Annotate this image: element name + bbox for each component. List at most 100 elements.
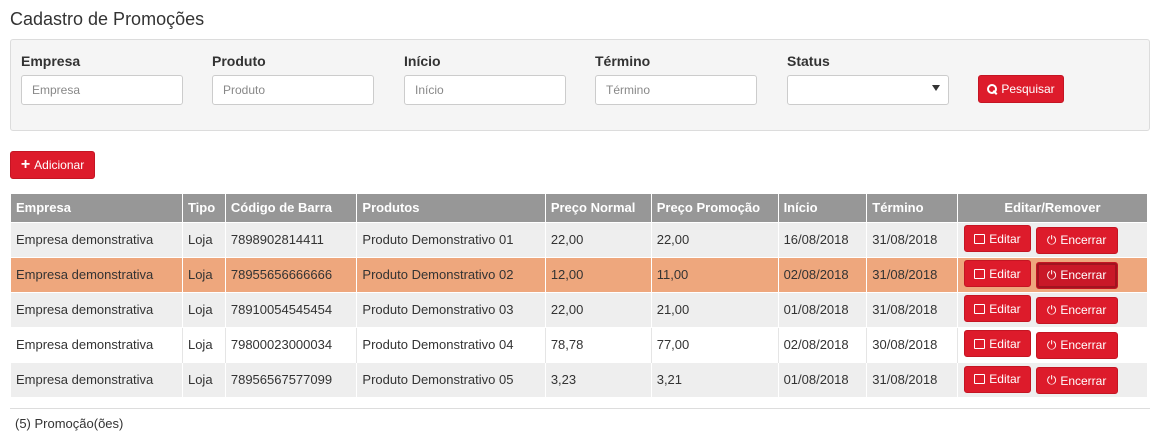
search-button-label: Pesquisar: [1001, 82, 1055, 96]
filter-produto: Produto: [212, 53, 374, 105]
table-row[interactable]: Empresa demonstrativa Loja 79800023000034 P…: [11, 326, 1147, 362]
cell-actions: Editar ⏻ Encerrar: [957, 326, 1147, 362]
filter-empresa: Empresa: [21, 53, 183, 105]
end-button-label: Encerrar: [1060, 373, 1107, 388]
edit-icon: [974, 303, 986, 314]
status-select[interactable]: [787, 75, 949, 105]
end-button[interactable]: ⏻ Encerrar: [1035, 226, 1118, 254]
cell-codigo: 79800023000034: [225, 326, 358, 362]
edit-button-label: Editar: [989, 336, 1021, 351]
power-icon: ⏻: [1046, 373, 1057, 387]
cell-termino: 30/08/2018: [866, 326, 958, 362]
cell-preco-promocao: 77,00: [651, 326, 779, 362]
cell-actions: Editar ⏻ Encerrar: [957, 361, 1147, 397]
edit-icon: [974, 233, 986, 244]
edit-button-label: Editar: [989, 266, 1021, 281]
edit-button[interactable]: Editar: [963, 260, 1031, 288]
cell-empresa: Empresa demonstrativa: [11, 221, 183, 257]
cell-empresa: Empresa demonstrativa: [11, 256, 183, 292]
cell-termino: 31/08/2018: [866, 291, 958, 327]
cell-inicio: 16/08/2018: [778, 221, 868, 257]
empresa-input[interactable]: [21, 75, 183, 105]
result-count: (5) Promoção(ões): [15, 416, 124, 431]
cell-tipo: Loja: [182, 291, 226, 327]
end-button[interactable]: ⏻ Encerrar: [1035, 261, 1118, 289]
status-label: Status: [787, 53, 830, 69]
end-button-label: Encerrar: [1060, 338, 1107, 353]
filter-status: Status: [787, 53, 949, 105]
col-codigo[interactable]: Código de Barra: [225, 194, 358, 222]
cell-preco-promocao: 21,00: [651, 291, 779, 327]
edit-button-label: Editar: [989, 372, 1021, 386]
cell-preco-normal: 78,78: [545, 326, 652, 362]
edit-button[interactable]: Editar: [963, 225, 1031, 253]
edit-button[interactable]: Editar: [963, 295, 1031, 323]
cell-inicio: 01/08/2018: [778, 361, 868, 397]
cell-tipo: Loja: [182, 326, 226, 362]
search-button[interactable]: Pesquisar: [978, 75, 1064, 103]
table-row[interactable]: Empresa demonstrativa Loja 78910054545454 P…: [11, 291, 1147, 327]
inicio-input[interactable]: [404, 75, 566, 105]
empresa-label: Empresa: [21, 53, 81, 69]
filter-panel: Empresa Produto Início Término Status Pe…: [10, 39, 1150, 131]
add-button[interactable]: + Adicionar: [10, 151, 95, 179]
cell-termino: 31/08/2018: [866, 221, 958, 257]
power-icon: ⏻: [1046, 232, 1057, 247]
end-button-label: Encerrar: [1060, 268, 1107, 283]
cell-inicio: 02/08/2018: [778, 256, 868, 292]
cell-preco-normal: 12,00: [545, 256, 652, 292]
col-inicio[interactable]: Início: [778, 194, 868, 222]
end-button-label: Encerrar: [1060, 303, 1107, 318]
promotions-table: Empresa Tipo Código de Barra Produtos Pr…: [11, 194, 1147, 397]
table-row[interactable]: Empresa demonstrativa Loja 78955656666666 P…: [11, 256, 1147, 292]
produto-input[interactable]: [212, 75, 374, 105]
divider: [10, 408, 1150, 409]
end-button[interactable]: ⏻ Encerrar: [1035, 367, 1118, 394]
termino-label: Término: [595, 53, 651, 69]
edit-button[interactable]: Editar: [963, 330, 1031, 358]
add-button-label: Adicionar: [34, 158, 85, 172]
end-button-label: Encerrar: [1060, 233, 1107, 248]
cell-codigo: 78955656666666: [225, 256, 358, 292]
cell-codigo: 78910054545454: [225, 291, 358, 327]
edit-icon: [974, 338, 986, 349]
cell-produto: Produto Demonstrativo 04: [356, 326, 546, 362]
power-icon: ⏻: [1046, 337, 1057, 352]
cell-actions: Editar ⏻ Encerrar: [957, 221, 1147, 257]
produto-label: Produto: [212, 53, 266, 69]
col-produtos[interactable]: Produtos: [356, 194, 546, 222]
cell-codigo: 78956567577099: [225, 361, 358, 397]
cell-tipo: Loja: [182, 361, 226, 397]
cell-preco-normal: 3,23: [545, 361, 652, 397]
col-empresa[interactable]: Empresa: [11, 194, 183, 222]
termino-input[interactable]: [595, 75, 757, 105]
col-termino[interactable]: Término: [866, 194, 958, 222]
chevron-down-icon: [932, 85, 940, 91]
col-preco-promocao[interactable]: Preço Promoção: [651, 194, 779, 222]
edit-button[interactable]: Editar: [963, 365, 1031, 393]
plus-icon: +: [20, 156, 31, 173]
end-button[interactable]: ⏻ Encerrar: [1035, 331, 1118, 359]
table-row[interactable]: Empresa demonstrativa Loja 7898902814411 Pr…: [11, 221, 1147, 257]
cell-actions: Editar ⏻ Encerrar: [957, 291, 1147, 327]
cell-preco-promocao: 22,00: [651, 221, 779, 257]
cell-termino: 31/08/2018: [866, 256, 958, 292]
power-icon: ⏻: [1046, 302, 1057, 317]
cell-preco-promocao: 11,00: [651, 256, 779, 292]
filter-termino: Término: [595, 53, 757, 105]
cell-codigo: 7898902814411: [225, 221, 358, 257]
table-header-row: Empresa Tipo Código de Barra Produtos Pr…: [11, 194, 1147, 222]
cell-inicio: 01/08/2018: [778, 291, 868, 327]
cell-termino: 31/08/2018: [866, 361, 958, 397]
cell-produto: Produto Demonstrativo 03: [356, 291, 546, 327]
cell-inicio: 02/08/2018: [778, 326, 868, 362]
filter-inicio: Início: [404, 53, 566, 105]
cell-preco-normal: 22,00: [545, 221, 652, 257]
page-title: Cadastro de Promoções: [10, 9, 205, 29]
col-tipo[interactable]: Tipo: [182, 194, 226, 222]
col-preco-normal[interactable]: Preço Normal: [545, 194, 652, 222]
edit-icon: [974, 374, 986, 384]
power-icon: ⏻: [1046, 267, 1057, 282]
end-button[interactable]: ⏻ Encerrar: [1035, 296, 1118, 324]
table-row[interactable]: Empresa demonstrativa Loja 78956567577099 P…: [11, 361, 1147, 397]
